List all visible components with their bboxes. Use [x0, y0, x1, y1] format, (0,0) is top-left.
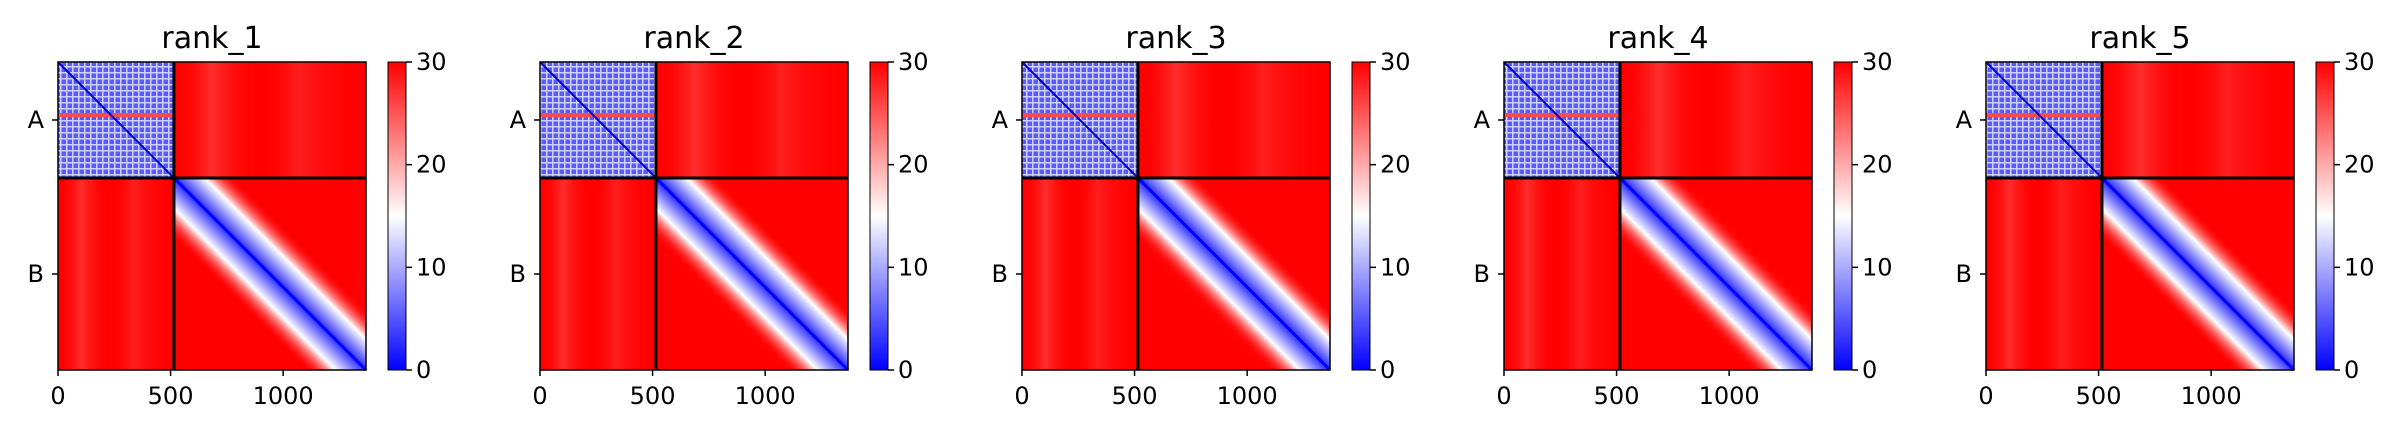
colorbar: [2315, 61, 2335, 371]
colorbar-tick-label: 0: [416, 356, 431, 384]
colorbar: [387, 61, 407, 371]
axes-frame: [539, 61, 849, 371]
x-tick-label: 500: [1594, 382, 1640, 410]
colorbar-tick-label: 10: [1380, 253, 1411, 281]
y-tick-label: B: [1956, 260, 1972, 288]
colorbar-tick-label: 0: [2344, 356, 2359, 384]
x-tick-label: 1000: [253, 382, 314, 410]
axes-frame: [57, 61, 367, 371]
y-tick-label: A: [28, 106, 45, 134]
heatmap-diagonal-a: [1985, 61, 2103, 179]
heatmap-stripe: [1504, 113, 1620, 118]
heatmap-block-ba: [1504, 177, 1620, 370]
y-tick-label: B: [510, 260, 526, 288]
chart-title: rank_4: [1607, 21, 1708, 56]
x-tick-label: 500: [630, 382, 676, 410]
heatmap-diagonal-a: [57, 61, 175, 179]
colorbar-tick-label: 10: [898, 253, 929, 281]
heatmap-panel: rank_3 A B 0 500 1000 0 10 20 30: [992, 21, 1411, 410]
colorbar: [1351, 61, 1371, 371]
chart-title: rank_3: [1125, 21, 1226, 56]
heatmap-block-ab: [2101, 62, 2294, 178]
heatmap-diagonal-b: [1618, 176, 1814, 372]
colorbar-tick-label: 20: [416, 151, 447, 179]
colorbar-tick-label: 10: [416, 253, 447, 281]
x-tick-label: 0: [532, 382, 547, 410]
heatmap-block-ba: [540, 177, 656, 370]
heatmap-diagonal-a: [1503, 61, 1621, 179]
chart-title: rank_1: [161, 21, 262, 56]
x-tick-label: 0: [1496, 382, 1511, 410]
y-tick-label: A: [992, 106, 1009, 134]
heatmap-panel: rank_2 A B 0 500 1000 0 10 20 30: [510, 21, 929, 410]
chart-title: rank_2: [643, 21, 744, 56]
axes-frame: [1021, 61, 1331, 371]
heatmap-stripe: [540, 113, 656, 118]
x-tick-label: 500: [1112, 382, 1158, 410]
heatmap-block-ab: [1619, 62, 1812, 178]
y-tick-label: B: [28, 260, 44, 288]
colorbar: [1833, 61, 1853, 371]
y-tick-label: B: [992, 260, 1008, 288]
heatmap-block-ba: [1022, 177, 1138, 370]
heatmap-diagonal-b: [2100, 176, 2296, 372]
x-tick-label: 0: [50, 382, 65, 410]
colorbar-tick-label: 20: [1862, 151, 1893, 179]
colorbar: [869, 61, 889, 371]
colorbar-tick-label: 30: [1380, 48, 1411, 76]
heatmap-diagonal-b: [172, 176, 368, 372]
heatmap-diagonal-a: [539, 61, 657, 179]
heatmap-block-ab: [173, 62, 366, 178]
colorbar-tick-label: 0: [898, 356, 913, 384]
x-tick-label: 0: [1978, 382, 1993, 410]
x-tick-label: 500: [148, 382, 194, 410]
heatmap-stripe: [1022, 113, 1138, 118]
x-tick-label: 1000: [1217, 382, 1278, 410]
colorbar-tick-label: 30: [416, 48, 447, 76]
colorbar-tick-label: 20: [2344, 151, 2375, 179]
colorbar-tick-label: 20: [898, 151, 929, 179]
heatmap-block-ab: [1137, 62, 1330, 178]
x-tick-label: 500: [2076, 382, 2122, 410]
heatmap-stripe: [58, 113, 174, 118]
colorbar-tick-label: 20: [1380, 151, 1411, 179]
heatmap-block-ba: [58, 177, 174, 370]
chart-title: rank_5: [2089, 21, 2190, 56]
colorbar-tick-label: 10: [2344, 253, 2375, 281]
colorbar-tick-label: 10: [1862, 253, 1893, 281]
y-tick-label: A: [510, 106, 527, 134]
heatmap-block-ab: [655, 62, 848, 178]
colorbar-tick-label: 0: [1380, 356, 1395, 384]
colorbar-tick-label: 30: [2344, 48, 2375, 76]
heatmap-panel: rank_4 A B 0 500 1000 0 10 20 30: [1474, 21, 1893, 410]
colorbar-tick-label: 30: [1862, 48, 1893, 76]
x-tick-label: 0: [1014, 382, 1029, 410]
heatmap-panel: rank_5 A B 0 500 1000 0 10 20 30: [1956, 21, 2375, 410]
y-tick-label: A: [1474, 106, 1491, 134]
colorbar-tick-label: 0: [1862, 356, 1877, 384]
axes-frame: [1985, 61, 2295, 371]
y-tick-label: B: [1474, 260, 1490, 288]
x-tick-label: 1000: [2181, 382, 2242, 410]
heatmap-block-ba: [1986, 177, 2102, 370]
y-tick-label: A: [1956, 106, 1973, 134]
heatmap-stripe: [1986, 113, 2102, 118]
heatmap-diagonal-a: [1021, 61, 1139, 179]
heatmap-panel: rank_1 A B 0 500 1000 0 10 20 30: [28, 21, 447, 410]
x-tick-label: 1000: [1699, 382, 1760, 410]
x-tick-label: 1000: [735, 382, 796, 410]
heatmap-diagonal-b: [1136, 176, 1332, 372]
colorbar-tick-label: 30: [898, 48, 929, 76]
axes-frame: [1503, 61, 1813, 371]
heatmap-diagonal-b: [654, 176, 850, 372]
